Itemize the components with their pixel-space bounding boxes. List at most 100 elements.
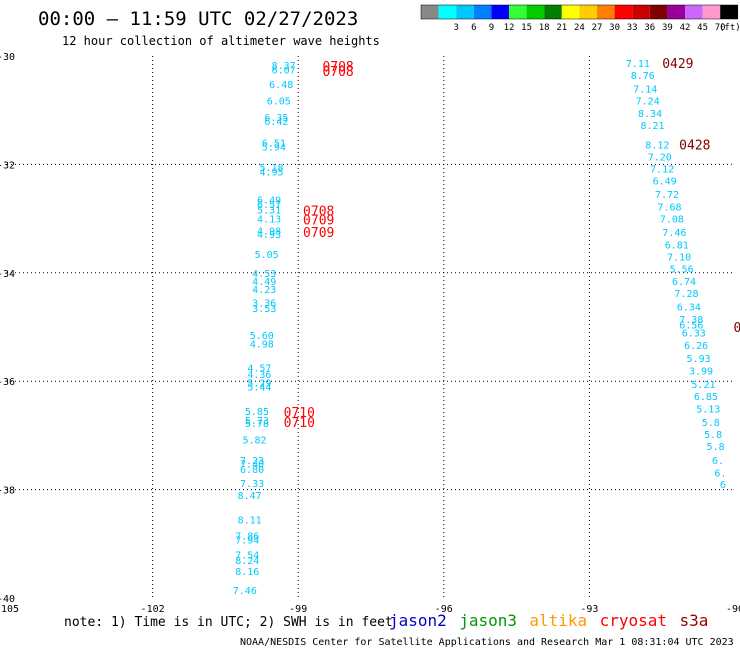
time-tag: 0710 [284,406,315,421]
legend-label: 9 [489,23,494,33]
satellite-legend: jason2 jason3 altika cryosat s3a [389,611,708,630]
swh-label: 5.29 [247,378,271,389]
legend-label: 21 [556,23,567,33]
x-tick-label: -93 [580,604,598,615]
chart-title: 00:00 — 11:59 UTC 02/27/2023 [38,8,358,30]
swh-label: 5.73 [245,416,269,427]
legend-swatch [544,5,562,19]
legend-swatch [667,5,685,19]
swh-label: 6.81 [665,241,689,252]
legend-swatch [685,5,703,19]
time-tag: 0710 [284,416,315,431]
legend-swatch [632,5,650,19]
swh-label: 5.56 [670,264,694,275]
legend-label: 33 [627,23,638,33]
swh-label: 5.93 [687,354,711,365]
y-tick-label: -38 [0,486,15,497]
swh-label: 6.56 [679,320,703,331]
swh-label: 7.28 [674,289,698,300]
swh-label: 5.8 [704,430,722,441]
legend-swatch [614,5,633,19]
plot-grid [7,56,735,598]
swh-label: 6.49 [257,196,281,207]
swh-label: 5.94 [262,143,286,154]
swh-label: 7.10 [667,253,691,264]
swh-label: 6 [720,480,726,491]
swh-data-labels: 8.376.07 6.48 6.05 6.356.42 6.515.94 5.184.95… [233,59,727,597]
time-tag: 0709 [303,226,334,241]
satellite-jason3: jason3 [459,611,517,630]
swh-label: 6.05 [267,96,291,107]
swh-label: 6.42 [264,117,288,128]
legend-label: 3 [453,23,458,33]
legend-swatch [438,5,457,19]
time-tag: 0 [734,321,740,336]
swh-label: 7.14 [633,85,657,96]
legend-label: 27 [592,23,603,33]
swh-label: 6.49 [653,177,677,188]
swh-label: 4.95 [259,167,283,178]
x-tick-label: -102 [141,604,165,615]
legend-label: 42 [680,23,691,33]
swh-label: 4.98 [257,227,281,238]
legend-swatch [526,5,545,19]
legend-swatch [649,5,668,19]
swh-label: 6.57 [257,200,281,211]
swh-label: 8.16 [235,567,259,578]
swh-label: 7.38 [679,315,703,326]
legend-swatch [509,5,527,19]
time-tag: 0709 [303,214,334,229]
swh-label: 5.18 [259,163,283,174]
swh-label: 8.47 [238,491,262,502]
x-tick-label: -99 [289,604,307,615]
legend-label: 18 [539,23,550,33]
swh-label: 6.85 [694,392,718,403]
swh-label: 5.8 [707,442,725,453]
swh-label: 4.49 [252,277,276,288]
legend-swatch [473,5,492,19]
legend-label: 15 [521,23,532,33]
swh-label: 4.13 [257,215,281,226]
satellite-cryosat: cryosat [600,611,667,630]
satellite-altika: altika [529,611,587,630]
legend-label: 24 [574,23,585,33]
swh-label: 7.46 [662,228,686,239]
time-tag: 0708 [322,60,353,75]
y-tick-label: -32 [0,160,15,171]
swh-label: 4.53 [252,269,276,280]
chart-subtitle: 12 hour collection of altimeter wave hei… [62,34,380,48]
swh-label: 6.26 [684,341,708,352]
swh-label: 3.36 [252,299,276,310]
legend-label: 70 [715,23,726,33]
swh-label: 7.54 [235,551,259,562]
legend-unit: (ft) [719,23,740,33]
swh-label: 8.34 [638,109,662,120]
swh-label: 5.05 [255,250,279,261]
y-tick-label: -40 [0,594,15,605]
swh-label: 5.78 [245,419,269,430]
swh-label: 7.24 [636,96,660,107]
legend-frame [420,4,739,20]
swh-label: 8.21 [640,121,664,132]
axis-ticks: -105 -102 -99 -96 -93 -90 -30 -32 -34 -36 -38 -40 [0,52,740,615]
y-tick-label: -34 [0,269,15,280]
swh-label: 8.11 [238,515,262,526]
swh-label: 3.99 [689,366,713,377]
swh-label: 5.44 [247,383,271,394]
swh-label: 6. [712,456,724,467]
swh-label: 7.86 [235,532,259,543]
swh-label: 6.74 [672,277,696,288]
legend-swatch [720,5,738,19]
swh-label: 7.94 [235,535,259,546]
swh-label: 6.48 [269,80,293,91]
x-tick-label: -105 [0,604,19,615]
swh-label: 6.07 [272,66,296,77]
y-tick-label: -30 [0,52,15,63]
legend-label: 39 [662,23,673,33]
swh-label: 5.85 [245,407,269,418]
swh-label: 7.12 [650,165,674,176]
swh-label: 6.35 [264,113,288,124]
swh-label: 6.34 [677,302,701,313]
legend-label: 12 [504,23,515,33]
